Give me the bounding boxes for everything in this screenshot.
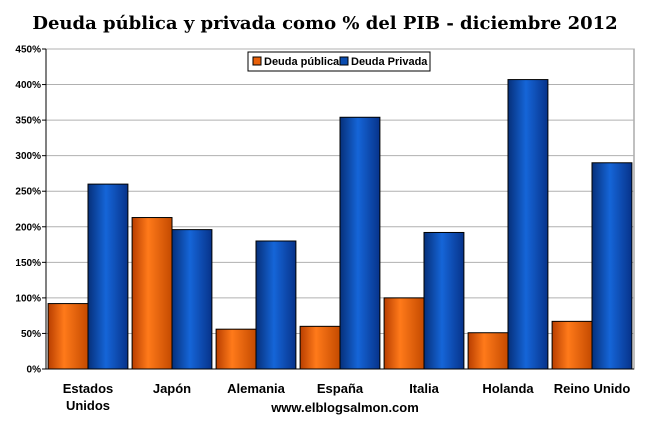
axes [45,49,634,370]
source-credit: www.elblogsalmon.com [270,400,419,415]
x-tick-label: Reino Unido [554,381,631,396]
y-tick-label: 400% [15,80,41,91]
y-tick-label: 150% [15,258,41,269]
bars [47,79,633,370]
y-tick-label: 50% [21,329,41,340]
bar-deuda-publica [215,328,257,370]
x-tick-label: Alemania [227,381,286,396]
bar-deuda-privada [87,183,129,370]
bar-deuda-privada [423,231,465,370]
y-tick-label: 100% [15,293,41,304]
legend: Deuda pública Deuda Privada [247,51,431,72]
bar-deuda-privada [171,229,213,370]
legend-label: Deuda Privada [351,56,428,68]
chart-title: Deuda pública y privada como % del PIB -… [32,13,617,34]
legend-swatch [339,56,349,66]
x-tick-label: Holanda [482,381,534,396]
x-tick-label: Estados [63,381,114,396]
bar-deuda-publica [551,320,593,370]
legend-swatch [252,56,262,66]
x-tick-label: Italia [409,381,439,396]
x-tick-label: Japón [153,381,191,396]
bar-deuda-publica [467,332,509,370]
x-tick-label: España [317,381,364,396]
y-tick-label: 300% [15,151,41,162]
legend-label: Deuda pública [264,56,340,68]
bar-deuda-privada [507,79,549,370]
x-axis-labels: Estados Unidos Japón Alemania España Italia Ho… [63,381,631,413]
y-axis-ticks: 0% 50% 100% 150% 200% 250% 300% 350% 400% 450% [15,45,46,376]
bar-deuda-privada [591,162,633,370]
y-tick-label: 0% [27,365,42,376]
bar-deuda-publica [47,303,89,370]
bar-deuda-publica [131,217,173,370]
x-tick-label: Unidos [66,398,110,413]
legend-box [247,51,431,72]
bar-deuda-publica [299,325,341,370]
bar-deuda-privada [255,240,297,370]
y-tick-label: 350% [15,116,41,127]
y-tick-label: 250% [15,187,41,198]
bar-deuda-privada [339,116,381,370]
y-tick-label: 200% [15,222,41,233]
bar-deuda-publica [383,297,425,370]
y-tick-label: 450% [15,45,41,56]
